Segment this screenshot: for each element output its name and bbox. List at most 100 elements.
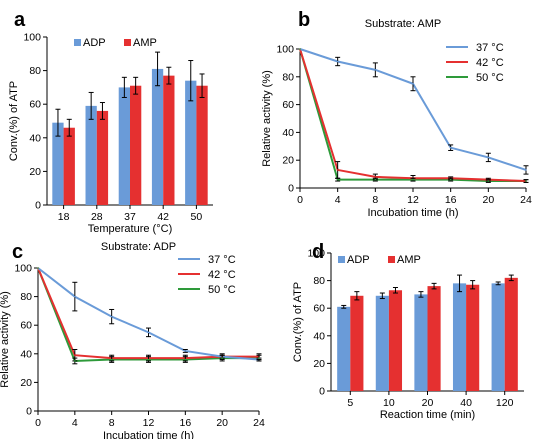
legend-swatch-adp — [74, 39, 81, 46]
data-point — [74, 354, 76, 357]
x-tick-label: 4 — [335, 194, 341, 206]
bar-amp — [466, 284, 480, 391]
data-point — [74, 360, 76, 362]
bar-adp — [85, 105, 97, 205]
legend-swatch-adp — [338, 256, 345, 263]
legend-label: AMP — [133, 37, 157, 49]
x-axis-title: Incubation time (h) — [367, 207, 458, 219]
y-tick-label: 0 — [319, 386, 325, 398]
panel-label: a — [14, 9, 26, 31]
panel-d: d 0 20 40 60 80 100 Conv.(%) of ATP 5 10 20 40 120 Re… — [292, 241, 524, 421]
data-point — [449, 178, 452, 181]
y-axis-title: Conv.(%) of ATP — [292, 282, 304, 362]
x-tick-label: 120 — [496, 397, 514, 409]
bar-amp — [130, 85, 142, 205]
panel-label: d — [312, 241, 324, 263]
x-tick-label: 24 — [520, 194, 532, 206]
y-tick-label: 60 — [20, 320, 32, 332]
y-tick-label: 60 — [282, 99, 294, 111]
x-axis-title: Temperature (°C) — [88, 223, 172, 235]
data-point — [147, 331, 150, 334]
panel-c: c 0 20 40 60 80 100 Relative activity (%) 0 4 8 12 1… — [0, 241, 265, 439]
y-tick-label: 100 — [307, 248, 325, 260]
y-tick-label: 20 — [282, 155, 294, 167]
legend-label: 37 °C — [208, 254, 236, 266]
y-axis-title: Conv.(%) of ATP — [8, 81, 20, 161]
x-tick-label: 50 — [191, 211, 203, 223]
y-tick-label: 0 — [26, 406, 32, 418]
data-point — [449, 146, 452, 149]
y-tick-label: 60 — [313, 303, 325, 315]
bar-adp — [151, 68, 164, 205]
data-point — [374, 178, 377, 181]
y-tick-label: 80 — [29, 65, 41, 77]
bar-amp — [196, 85, 208, 205]
y-tick-label: 80 — [282, 71, 294, 83]
legend-label: 42 °C — [476, 57, 504, 69]
y-axis-title: Relative activity (%) — [0, 291, 11, 388]
bar-adp — [52, 122, 64, 205]
data-point — [336, 178, 339, 181]
data-point — [221, 357, 223, 359]
y-tick-label: 40 — [313, 330, 325, 342]
bar-adp — [185, 80, 197, 205]
x-tick-label: 12 — [143, 417, 155, 429]
y-tick-label: 100 — [14, 263, 32, 275]
bar-amp — [63, 127, 75, 205]
chart-subtitle: Substrate: ADP — [101, 241, 176, 253]
legend-label: ADP — [83, 37, 106, 49]
x-tick-label: 20 — [216, 417, 228, 429]
data-point — [525, 180, 527, 182]
x-tick-label: 5 — [347, 397, 353, 409]
bar-adp — [375, 295, 389, 391]
x-tick-label: 8 — [109, 417, 115, 429]
legend-swatch-amp — [124, 39, 131, 46]
bar-amp — [350, 295, 364, 391]
data-point — [299, 48, 301, 50]
data-point — [336, 169, 339, 171]
bar-adp — [491, 283, 505, 391]
x-tick-label: 16 — [179, 417, 191, 429]
y-tick-label: 0 — [288, 183, 294, 195]
data-point — [487, 156, 490, 159]
data-point — [184, 358, 187, 361]
y-axis-title: Relative activity (%) — [261, 70, 273, 167]
x-axis-title: Reaction time (min) — [380, 409, 475, 421]
x-tick-label: 4 — [72, 417, 78, 429]
legend-label: ADP — [347, 254, 370, 266]
panel-a: a 0 20 40 60 80 100 Conv.(%) of ATP 18 28 37 42 50 Te… — [8, 9, 213, 235]
x-tick-label: 20 — [422, 397, 434, 409]
y-tick-label: 0 — [35, 200, 41, 212]
bar-amp — [388, 290, 403, 391]
data-point — [110, 315, 113, 318]
data-point — [110, 358, 113, 361]
x-axis-title: Incubation time (h) — [103, 430, 194, 439]
data-point — [374, 69, 377, 71]
data-point — [336, 60, 339, 63]
x-tick-label: 10 — [383, 397, 395, 409]
data-point — [412, 82, 414, 85]
x-tick-label: 28 — [91, 211, 103, 223]
legend-label: AMP — [397, 254, 421, 266]
data-point — [525, 169, 527, 171]
y-tick-label: 60 — [29, 99, 41, 111]
bar-adp — [452, 283, 467, 391]
bar-amp — [504, 277, 518, 391]
y-tick-label: 20 — [313, 358, 325, 370]
data-point — [374, 176, 377, 178]
bar-amp — [427, 286, 441, 391]
y-tick-label: 20 — [29, 166, 41, 178]
x-tick-label: 16 — [445, 194, 457, 206]
x-tick-label: 40 — [460, 397, 472, 409]
y-tick-label: 20 — [20, 377, 32, 389]
data-point — [74, 295, 76, 298]
x-tick-label: 37 — [124, 211, 136, 223]
y-tick-label: 80 — [20, 291, 32, 303]
legend-label: 50 °C — [208, 284, 236, 296]
legend-swatch-amp — [388, 256, 395, 263]
y-tick-label: 100 — [276, 44, 294, 56]
data-point — [147, 358, 150, 361]
data-point — [184, 350, 187, 352]
data-point — [487, 180, 490, 182]
